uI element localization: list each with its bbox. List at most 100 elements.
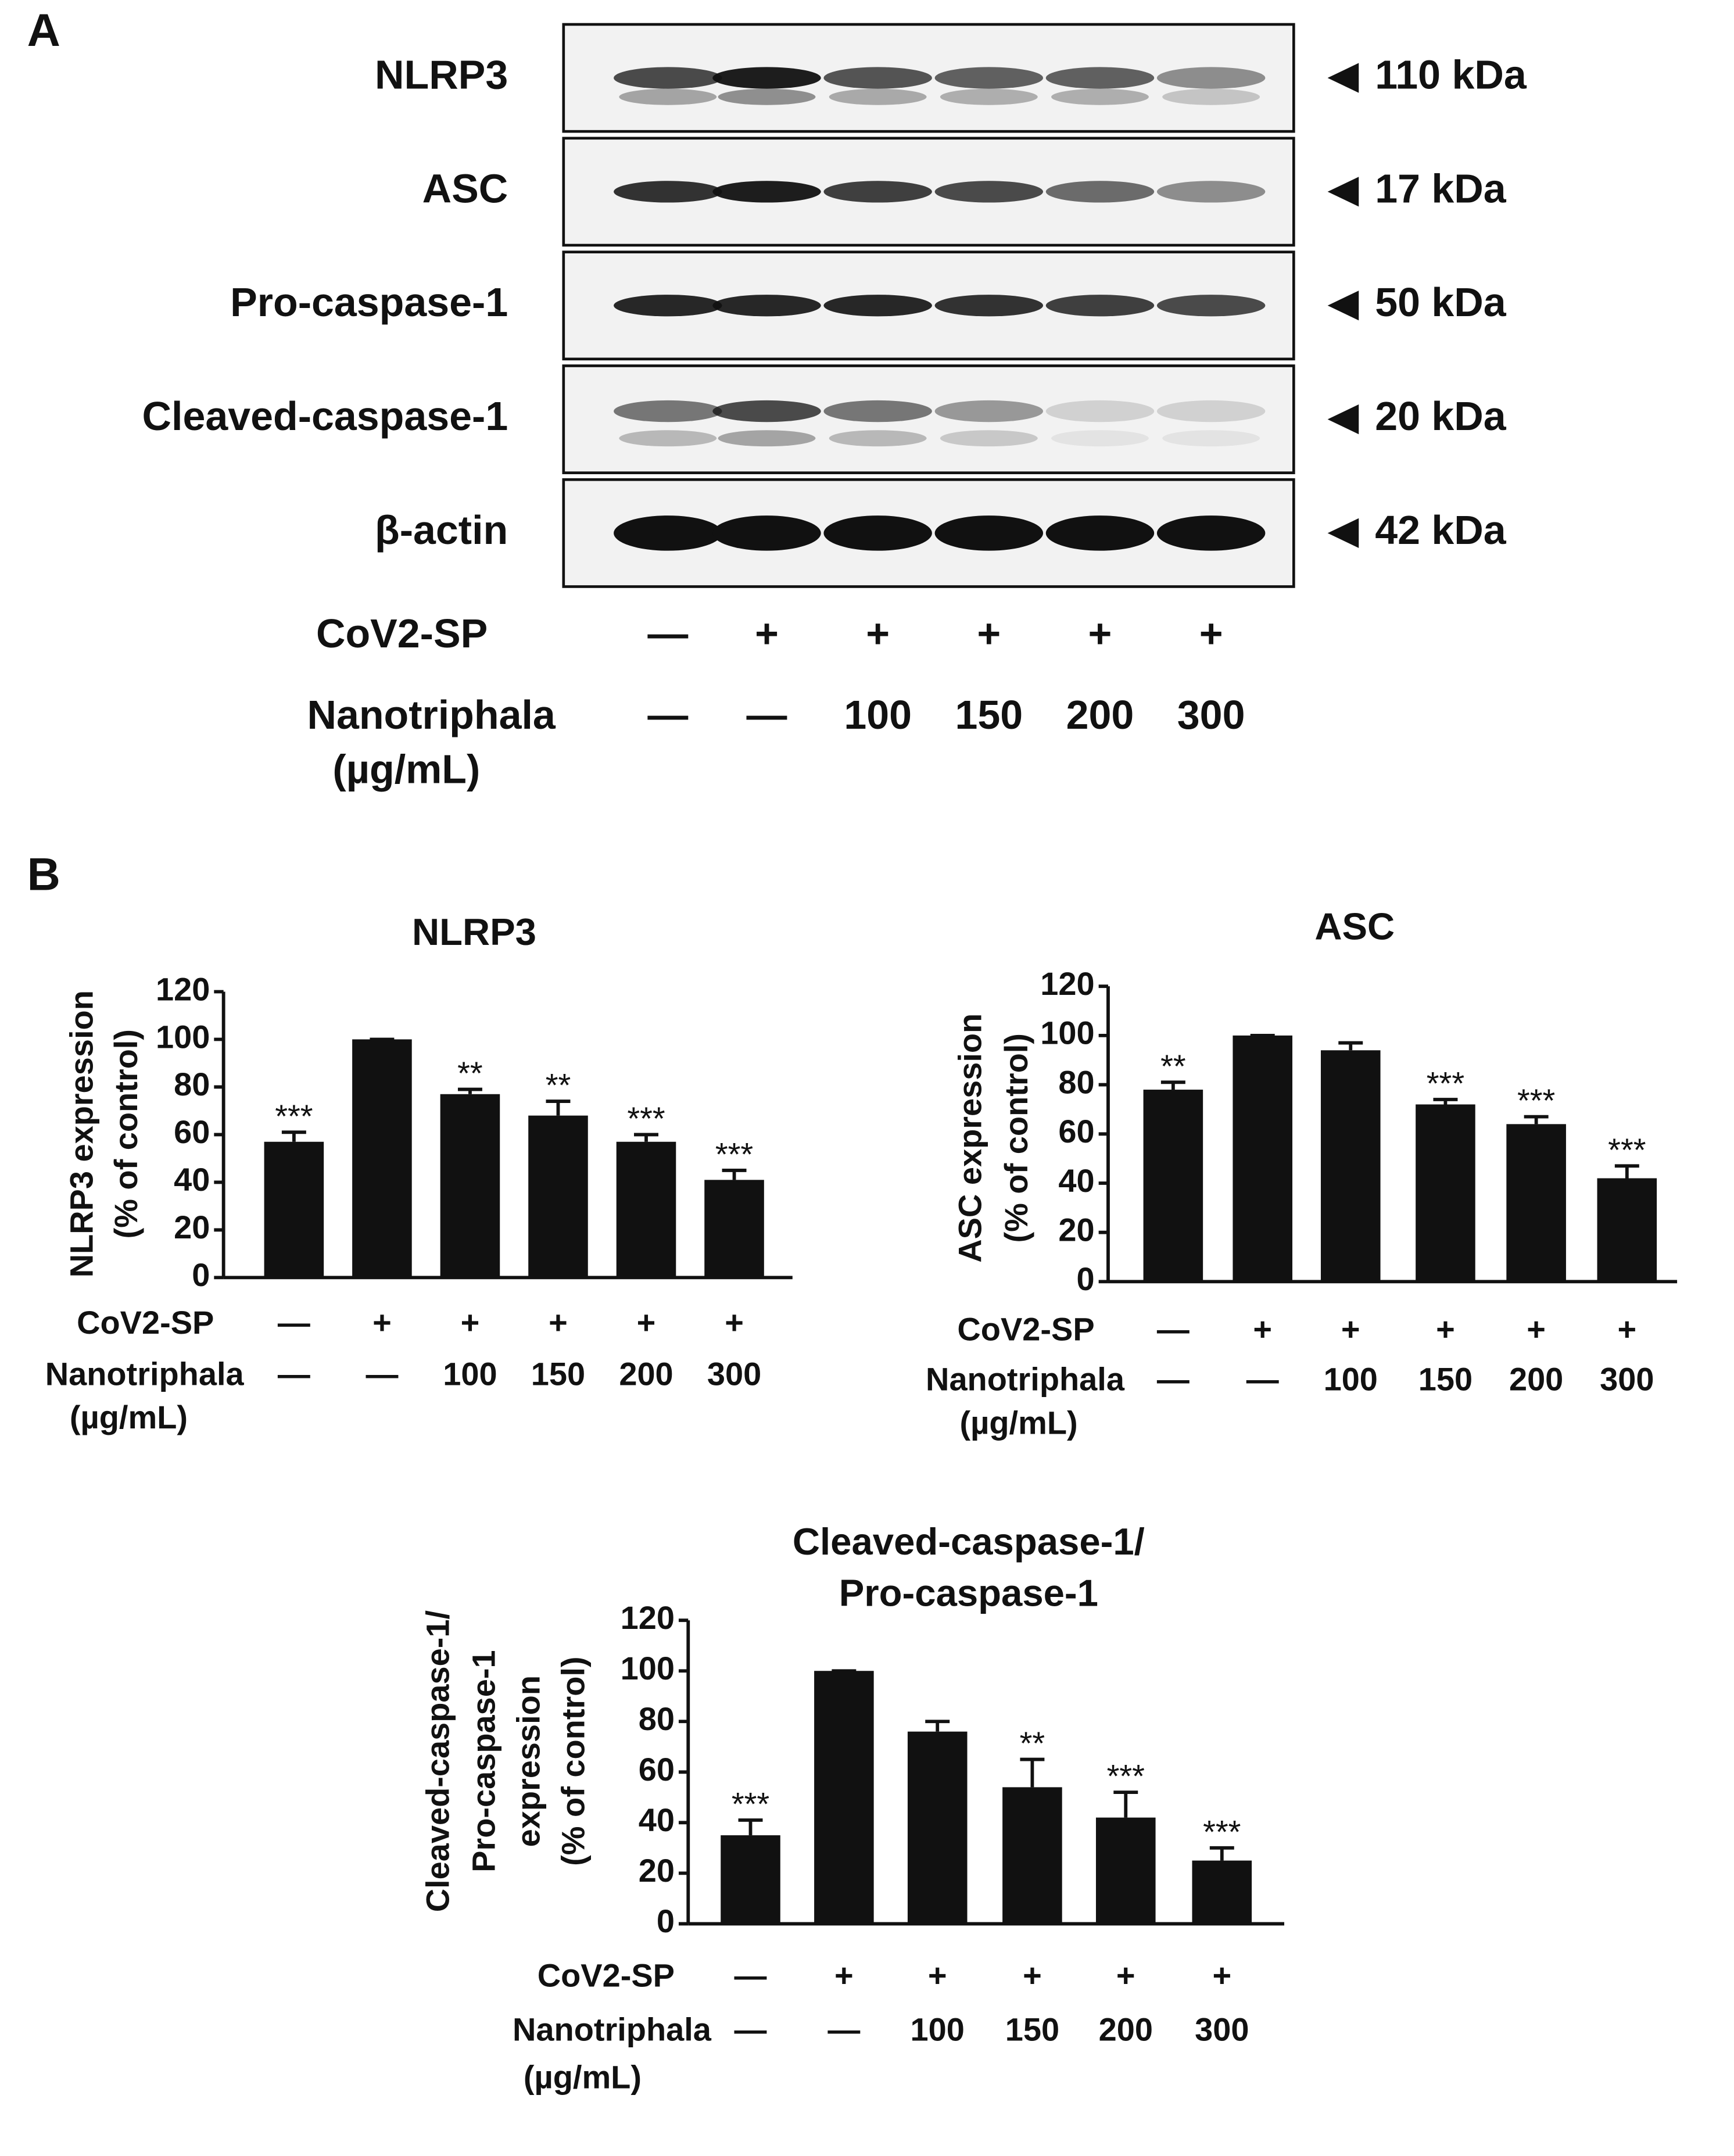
bar (1192, 1860, 1252, 1924)
size-label: 20 kDa (1375, 393, 1507, 439)
treatment-label: — (827, 2011, 860, 2048)
arrowhead (1327, 291, 1359, 321)
y-tick-label: 100 (1040, 1015, 1094, 1051)
significance-label: ** (1160, 1048, 1186, 1084)
blot-band (1156, 295, 1266, 317)
treatment-label: 200 (1099, 2011, 1153, 2048)
treatment-label: — (1157, 1361, 1190, 1398)
treatment-label: + (1023, 1957, 1042, 1993)
significance-label: *** (715, 1136, 753, 1172)
treatment-label: + (977, 611, 1001, 656)
error-bar (925, 1720, 950, 1732)
treatment-name: Nanotriphala (307, 692, 556, 737)
bar (1233, 1035, 1293, 1282)
error-bar (634, 1133, 658, 1142)
blot-band (1156, 400, 1266, 422)
significance-label: ** (546, 1067, 571, 1104)
y-tick-label: 60 (639, 1751, 675, 1788)
blot-band (823, 181, 932, 203)
blot-band (1162, 88, 1260, 105)
treatment-unit: (µg/mL) (960, 1404, 1078, 1441)
blot-band (619, 430, 717, 447)
blot-band (934, 515, 1044, 551)
error-bar (1338, 1041, 1363, 1051)
panel-label: B (27, 848, 60, 900)
error-bar (1433, 1098, 1458, 1105)
y-tick-label: 100 (156, 1018, 210, 1055)
treatment-label: 150 (531, 1355, 585, 1392)
blot-band (823, 400, 932, 422)
error-bar (722, 1169, 747, 1180)
treatment-label: 200 (619, 1355, 673, 1392)
y-axis-label: Pro-caspase-1 (465, 1650, 502, 1872)
y-axis-label: (% of control) (998, 1033, 1034, 1242)
significance-label: *** (1107, 1758, 1145, 1795)
bar (1597, 1178, 1657, 1282)
y-tick-label: 40 (174, 1161, 210, 1198)
blot-band (712, 400, 821, 422)
blot-band (823, 67, 932, 89)
error-bar (281, 1130, 306, 1142)
treatment-label: 100 (1324, 1361, 1378, 1398)
bar (1143, 1090, 1203, 1282)
significance-label: *** (627, 1100, 665, 1137)
bar (704, 1180, 764, 1278)
error-bar (1614, 1164, 1639, 1179)
error-bar (1209, 1846, 1234, 1861)
blot-band (1162, 430, 1260, 447)
arrowhead (1327, 63, 1359, 93)
bar (528, 1115, 588, 1278)
y-tick-label: 80 (639, 1700, 675, 1737)
blot-band (934, 181, 1044, 203)
treatment-label: — (278, 1355, 310, 1392)
treatment-label: 100 (844, 692, 912, 737)
y-tick-label: 100 (621, 1650, 675, 1686)
treatment-label: 300 (1177, 692, 1245, 737)
y-tick-label: 120 (156, 970, 210, 1007)
blot-band (823, 515, 932, 551)
treatment-label: + (1527, 1310, 1546, 1347)
treatment-label: 300 (1600, 1361, 1654, 1398)
y-axis-label: Cleaved-caspase-1/ (419, 1610, 456, 1912)
arrowhead (1327, 404, 1359, 435)
treatment-label: 150 (955, 692, 1023, 737)
bar (814, 1671, 874, 1924)
blot-band (1045, 400, 1155, 422)
y-axis-label: expression (510, 1675, 547, 1847)
treatment-label: — (1157, 1310, 1190, 1347)
treatment-label: 150 (1418, 1361, 1473, 1398)
treatment-label: + (1436, 1310, 1455, 1347)
treatment-label: 200 (1066, 692, 1134, 737)
blot-band (718, 88, 816, 105)
y-tick-label: 120 (1040, 965, 1094, 1002)
blot-band (614, 400, 722, 422)
treatment-label: + (1199, 611, 1223, 656)
arrowhead (1327, 177, 1359, 207)
blot-band (614, 295, 722, 317)
y-axis-label: ASC expression (952, 1013, 988, 1263)
treatment-name: Nanotriphala (926, 1361, 1125, 1398)
treatment-label: + (1212, 1957, 1231, 1993)
chart-title: ASC (1314, 905, 1395, 947)
y-tick-label: 60 (1058, 1113, 1094, 1149)
y-tick-label: 40 (1058, 1162, 1094, 1199)
y-axis-label: NLRP3 expression (63, 990, 99, 1277)
blot-band (1045, 515, 1155, 551)
treatment-name: CoV2-SP (316, 611, 488, 656)
y-axis-label: (% of control) (108, 1029, 144, 1238)
treatment-label: + (461, 1304, 480, 1341)
treatment-unit: (µg/mL) (332, 746, 480, 792)
treatment-label: + (928, 1957, 947, 1993)
blot-band (712, 181, 821, 203)
treatment-label: 300 (1195, 2011, 1249, 2048)
treatment-unit: (µg/mL) (524, 2058, 642, 2095)
significance-label: *** (1203, 1813, 1241, 1850)
error-bar (1160, 1080, 1185, 1090)
significance-label: *** (275, 1098, 313, 1134)
blot-band (829, 430, 927, 447)
error-bar (457, 1087, 482, 1094)
treatment-label: 100 (443, 1355, 497, 1392)
treatment-name: CoV2-SP (957, 1310, 1094, 1347)
bar (440, 1094, 500, 1278)
y-axis-label: (% of control) (555, 1656, 592, 1865)
